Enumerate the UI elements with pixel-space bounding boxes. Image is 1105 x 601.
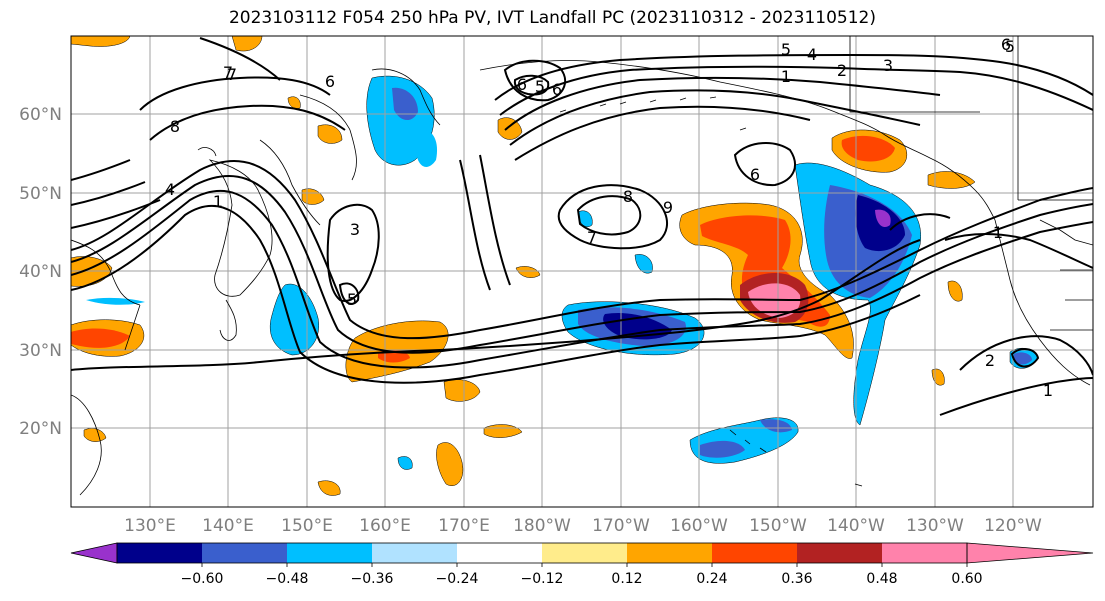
contour-label: 2 bbox=[837, 61, 847, 80]
colorbar-tick-label: −0.12 bbox=[521, 571, 564, 587]
lon-label: 140°E bbox=[202, 516, 254, 536]
contour-label: 6 bbox=[517, 75, 527, 94]
lon-label: 180°W bbox=[513, 516, 571, 536]
colorbar-segment bbox=[712, 543, 797, 563]
contour-label: 6 bbox=[750, 165, 760, 184]
lon-label: 120°W bbox=[984, 516, 1042, 536]
lon-label: 160°E bbox=[359, 516, 411, 536]
lon-label: 150°W bbox=[749, 516, 807, 536]
colorbar-tick-label: −0.48 bbox=[266, 571, 309, 587]
lon-label: 170°E bbox=[438, 516, 490, 536]
pv-contours bbox=[71, 37, 1093, 416]
colorbar-segment bbox=[372, 543, 457, 563]
colorbar-segment bbox=[117, 543, 202, 563]
lon-label: 140°W bbox=[827, 516, 885, 536]
colorbar-tick-label: 0.24 bbox=[696, 571, 727, 587]
lon-label: 170°W bbox=[592, 516, 650, 536]
colorbar-segment bbox=[797, 543, 882, 563]
contour-label: 9 bbox=[663, 198, 673, 217]
colorbar-extend-max bbox=[966, 542, 1094, 564]
lat-label: 40°N bbox=[19, 262, 62, 282]
contour-label: 5 bbox=[535, 77, 545, 96]
lat-label: 50°N bbox=[19, 184, 62, 204]
colorbar: −0.60 −0.48 −0.36 −0.24 −0.12 0.12 0.24 0.36 0.4… bbox=[70, 542, 1094, 587]
graticule bbox=[71, 36, 1093, 507]
contour-label: 3 bbox=[350, 220, 360, 239]
contour-label: 1 bbox=[1043, 381, 1053, 400]
lon-label: 130°W bbox=[906, 516, 964, 536]
colorbar-tick-label: −0.24 bbox=[436, 571, 479, 587]
lat-label: 30°N bbox=[19, 341, 62, 361]
colorbar-tick-label: 0.48 bbox=[866, 571, 897, 587]
colorbar-segment bbox=[457, 543, 542, 563]
contour-label: 6 bbox=[552, 80, 562, 99]
colorbar-tick-label: 0.12 bbox=[611, 571, 642, 587]
contour-label: 5 bbox=[1005, 37, 1015, 56]
contour-label: 1 bbox=[993, 223, 1003, 242]
contour-label: 4 bbox=[807, 45, 817, 64]
contour-label: 8 bbox=[623, 187, 633, 206]
contour-label: 6 bbox=[1001, 35, 1011, 54]
longitude-labels: 130°E 140°E 150°E 160°E 170°E 180°W 170°W 160°W… bbox=[124, 516, 1042, 536]
lon-label: 150°E bbox=[281, 516, 333, 536]
contour-label: 3 bbox=[883, 56, 893, 75]
map-title: 2023103112 F054 250 hPa PV, IVT Landfall… bbox=[228, 8, 876, 28]
colorbar-tick-label: −0.36 bbox=[351, 571, 394, 587]
lon-label: 160°W bbox=[670, 516, 728, 536]
contour-label: 8 bbox=[170, 117, 180, 136]
contour-label: 4 bbox=[165, 180, 175, 199]
contour-label: 6 bbox=[325, 72, 335, 91]
colorbar-tick-label: 0.36 bbox=[781, 571, 812, 587]
lat-label: 20°N bbox=[19, 419, 62, 439]
contour-label: 1 bbox=[781, 67, 791, 86]
colorbar-segment bbox=[882, 543, 967, 563]
contour-label: 7 bbox=[587, 228, 597, 247]
contour-label: 7 bbox=[227, 65, 237, 84]
colorbar-segment bbox=[542, 543, 627, 563]
colorbar-segment bbox=[627, 543, 712, 563]
contour-label: 5 bbox=[347, 290, 357, 309]
contour-label: 1 bbox=[213, 192, 223, 211]
map-frame bbox=[70, 35, 1094, 508]
lon-label: 130°E bbox=[124, 516, 176, 536]
colorbar-tick-label: −0.60 bbox=[181, 571, 224, 587]
colorbar-segment bbox=[202, 543, 287, 563]
colorbar-tick-label: 0.60 bbox=[951, 571, 982, 587]
colorbar-extend-min bbox=[70, 542, 118, 564]
colorbar-segment bbox=[287, 543, 372, 563]
lat-label: 60°N bbox=[19, 105, 62, 125]
contour-label: 2 bbox=[985, 351, 995, 370]
latitude-labels: 20°N 30°N 40°N 50°N 60°N bbox=[19, 105, 62, 439]
contour-label: 5 bbox=[781, 40, 791, 59]
contour-label: 7 bbox=[223, 63, 233, 82]
